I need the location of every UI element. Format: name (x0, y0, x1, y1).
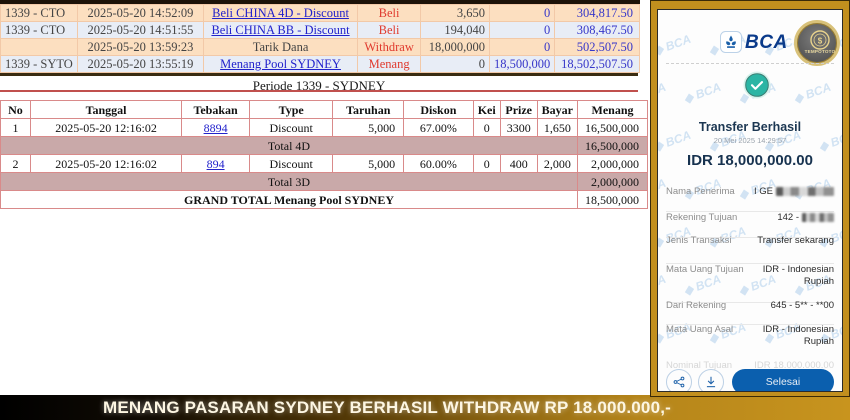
svg-text:$: $ (818, 37, 823, 46)
